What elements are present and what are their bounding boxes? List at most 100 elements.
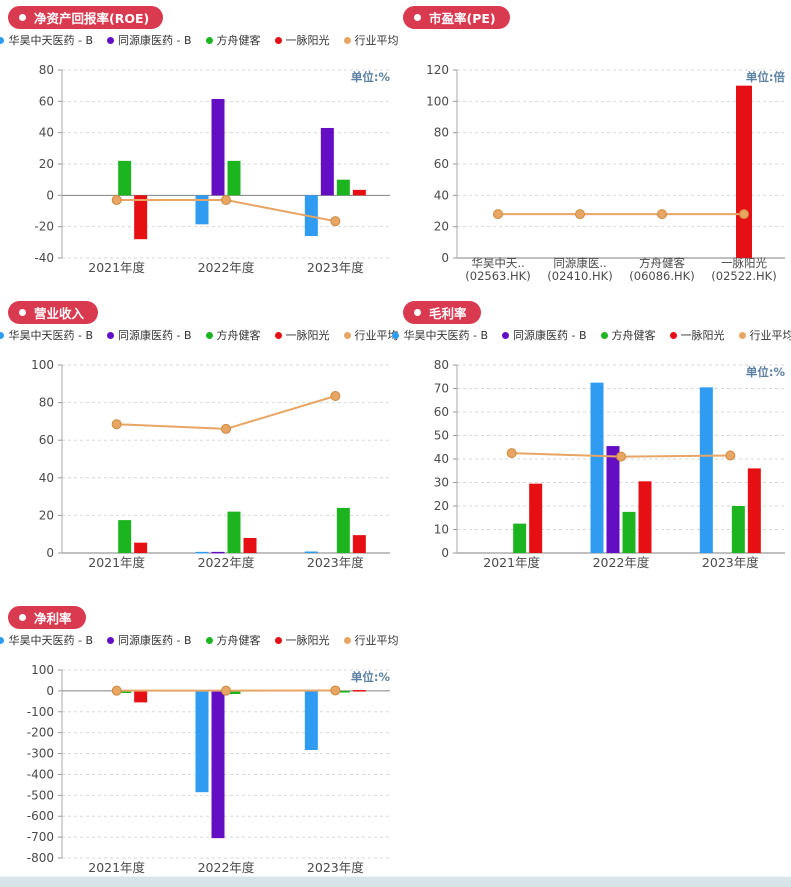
legend-label: 行业平均 [354,634,399,647]
bar[interactable] [211,690,225,839]
bar[interactable] [731,506,745,553]
line-point[interactable] [111,685,122,696]
line-point[interactable] [221,423,231,434]
line-point[interactable] [575,209,585,220]
bar[interactable] [320,127,334,196]
legend-item-2[interactable]: 方舟健客 [205,327,261,343]
line-point[interactable] [506,448,517,459]
y-tick-label: -20 [34,220,54,234]
legend-item-0[interactable]: 华昊中天医药 - B [0,32,93,48]
line-point[interactable] [616,451,626,462]
legend-swatch-icon [0,36,5,44]
bar[interactable] [195,195,209,225]
bar[interactable] [606,446,620,553]
legend-item-4[interactable]: 行业平均 [343,32,399,48]
bar[interactable] [134,542,148,553]
legend-swatch-icon [392,331,400,339]
line-point[interactable] [330,216,341,227]
line-point[interactable] [221,685,231,696]
bar[interactable] [747,468,761,553]
bar[interactable] [118,160,132,196]
legend-label: 同源康医药 - B [118,634,192,647]
bar[interactable] [134,690,148,703]
line-point[interactable] [111,195,122,206]
x-tick-sublabel: (02410.HK) [547,269,612,283]
line-point[interactable] [725,450,736,461]
chart-plot: 020406080100120华昊中天..(02563.HK)同源康医..(02… [426,63,785,283]
chart-title-badge: 毛利率 [403,301,481,324]
y-tick-label: 20 [39,508,54,522]
bar[interactable] [227,690,241,695]
bar[interactable] [243,537,257,553]
line-point[interactable] [330,685,341,696]
bar[interactable] [195,551,209,554]
legend-item-3[interactable]: 一脉阳光 [274,327,330,343]
line-point[interactable] [330,391,341,402]
legend-item-3[interactable]: 一脉阳光 [274,632,330,648]
line-point[interactable] [657,209,667,220]
y-tick-label: 40 [39,126,54,140]
legend-item-1[interactable]: 同源康医药 - B [107,32,192,48]
legend-item-1[interactable]: 同源康医药 - B [502,327,587,343]
legend-item-4[interactable]: 行业平均 [343,327,399,343]
bar[interactable] [590,382,604,553]
legend-item-1[interactable]: 同源康医药 - B [107,632,192,648]
chart-plot: 0 10 20 30 40 50 60 70 80 2021年度 2022年度 2023年度 单位:% [434,358,786,570]
y-tick-label: 80 [39,63,54,77]
chart-title: 市盈率(PE) [429,11,496,26]
bar[interactable] [352,535,366,553]
y-tick-label: 100 [426,94,449,108]
bar[interactable] [336,179,350,196]
legend-item-3[interactable]: 一脉阳光 [669,327,725,343]
legend-swatch-icon [502,331,509,339]
x-tick-label: 华昊中天.. [471,256,524,270]
legend-item-0[interactable]: 华昊中天医药 - B [0,327,93,343]
legend-item-1[interactable]: 同源康医药 - B [107,327,192,343]
bar[interactable] [736,85,752,259]
bar[interactable] [336,507,350,553]
bar[interactable] [227,160,241,196]
bar[interactable] [529,483,543,553]
bar[interactable] [211,551,225,554]
bar[interactable] [622,511,636,553]
x-tick-label: 2022年度 [198,260,255,275]
y-tick-label: 80 [434,358,449,372]
bar[interactable] [638,481,652,553]
chart-title-badge: 市盈率(PE) [403,6,510,29]
legend-swatch-icon [738,331,746,339]
bar[interactable] [352,189,366,196]
bar[interactable] [195,690,209,793]
line-point[interactable] [739,209,749,220]
bar[interactable] [227,511,241,553]
bar[interactable] [336,690,350,693]
y-tick-label: 0 [441,251,449,265]
legend-label: 华昊中天医药 - B [8,34,93,47]
y-tick-label: 10 [434,523,449,537]
bar[interactable] [118,690,132,693]
bar[interactable] [352,690,366,692]
chart-panel-revenue: 营业收入 华昊中天医药 - B 同源康医药 - B 方舟健客 一脉阳光 行业平均 0 20 40… [0,295,399,600]
legend-item-0[interactable]: 华昊中天医药 - B [392,327,488,343]
legend-item-3[interactable]: 一脉阳光 [274,32,330,48]
x-tick-label: 方舟健客 [639,256,685,270]
chart-title: 毛利率 [429,306,467,321]
legend-item-0[interactable]: 华昊中天医药 - B [0,632,93,648]
legend-item-2[interactable]: 方舟健客 [205,32,261,48]
line-point[interactable] [221,195,231,206]
bar[interactable] [304,551,318,553]
bar[interactable] [699,387,713,553]
bar[interactable] [134,195,148,240]
horizontal-scrollbar[interactable] [0,876,791,887]
bar[interactable] [513,523,527,553]
line-point[interactable] [111,419,122,430]
legend-item-2[interactable]: 方舟健客 [205,632,261,648]
line-point[interactable] [493,209,503,220]
legend-item-2[interactable]: 方舟健客 [600,327,656,343]
bar[interactable] [304,690,318,751]
legend-item-4[interactable]: 行业平均 [343,632,399,648]
y-tick-label: 30 [434,476,449,490]
legend-item-4[interactable]: 行业平均 [738,327,791,343]
y-tick-label: 120 [426,63,449,77]
bar[interactable] [211,98,225,196]
bar[interactable] [118,520,132,553]
